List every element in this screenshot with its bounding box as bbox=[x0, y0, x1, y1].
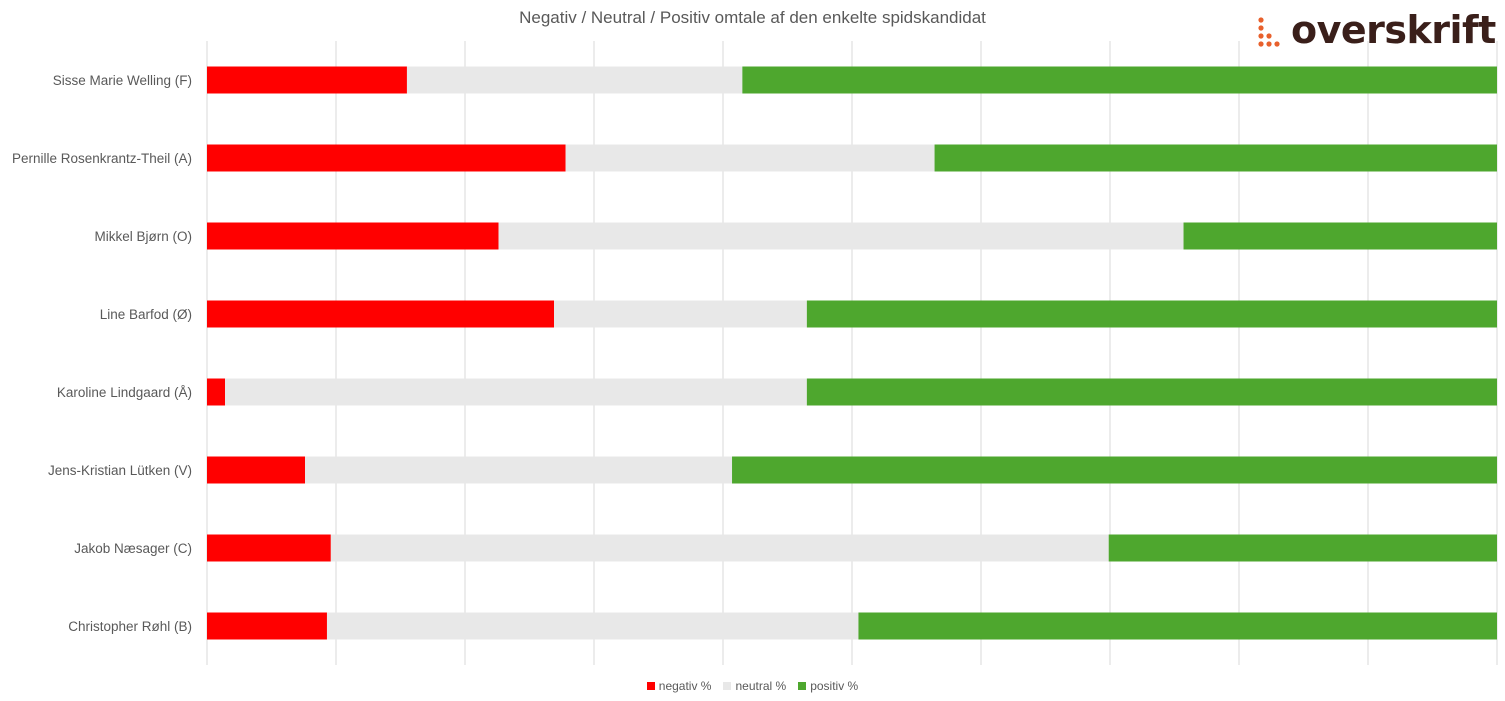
dot-pyramid-icon bbox=[1258, 17, 1280, 47]
category-label: Karoline Lindgaard (Å) bbox=[57, 385, 192, 400]
legend-item: neutral % bbox=[723, 679, 786, 693]
bar-segment bbox=[207, 612, 327, 640]
bar-segment bbox=[305, 456, 733, 484]
bar-segment bbox=[742, 66, 1497, 94]
bar-segment bbox=[406, 66, 743, 94]
bar-segment bbox=[858, 612, 1497, 640]
bar-segment bbox=[207, 300, 555, 328]
bar-segment bbox=[330, 534, 1109, 562]
category-label: Jakob Næsager (C) bbox=[74, 541, 192, 556]
stacked-bar-chart: Sisse Marie Welling (F) Pernille Rosenkra… bbox=[12, 41, 1498, 665]
category-label: Pernille Rosenkrantz-Theil (A) bbox=[12, 151, 192, 166]
bar-segment bbox=[498, 222, 1184, 250]
category-label: Christopher Røhl (B) bbox=[68, 619, 192, 634]
legend-label: positiv % bbox=[810, 679, 859, 693]
legend-item: negativ % bbox=[646, 679, 712, 693]
category-label: Line Barfod (Ø) bbox=[100, 307, 192, 322]
gridlines bbox=[206, 41, 1498, 665]
category-label: Sisse Marie Welling (F) bbox=[53, 73, 192, 88]
legend: negativ % neutral % positiv % bbox=[0, 679, 1505, 693]
bars bbox=[207, 66, 1497, 640]
bar-segment bbox=[806, 378, 1497, 406]
legend-swatch bbox=[798, 682, 807, 690]
bar-segment bbox=[225, 378, 807, 406]
bar-segment bbox=[207, 144, 566, 172]
legend-swatch bbox=[646, 682, 655, 690]
bar-segment bbox=[934, 144, 1497, 172]
bar-segment bbox=[207, 534, 331, 562]
bar-segment bbox=[207, 66, 407, 94]
bar-segment bbox=[732, 456, 1497, 484]
bar-segment bbox=[207, 456, 306, 484]
bar-segment bbox=[565, 144, 935, 172]
legend-label: neutral % bbox=[735, 679, 787, 693]
chart-title: Negativ / Neutral / Positiv omtale af de… bbox=[519, 8, 986, 27]
category-label: Mikkel Bjørn (O) bbox=[95, 229, 193, 244]
legend-swatch bbox=[723, 682, 732, 690]
bar-segment bbox=[1108, 534, 1497, 562]
legend-label: negativ % bbox=[658, 679, 712, 693]
logo-wordmark: overskrift bbox=[1291, 8, 1496, 52]
bar-segment bbox=[207, 378, 226, 406]
overskrift-logo: overskrift bbox=[1253, 8, 1496, 58]
legend-item: positiv % bbox=[798, 679, 858, 693]
category-label: Jens-Kristian Lütken (V) bbox=[48, 463, 192, 478]
bar-segment bbox=[326, 612, 859, 640]
bar-segment bbox=[806, 300, 1497, 328]
bar-segment bbox=[554, 300, 807, 328]
bar-segment bbox=[207, 222, 499, 250]
y-axis-labels: Sisse Marie Welling (F) Pernille Rosenkra… bbox=[12, 73, 192, 634]
bar-segment bbox=[1183, 222, 1497, 250]
